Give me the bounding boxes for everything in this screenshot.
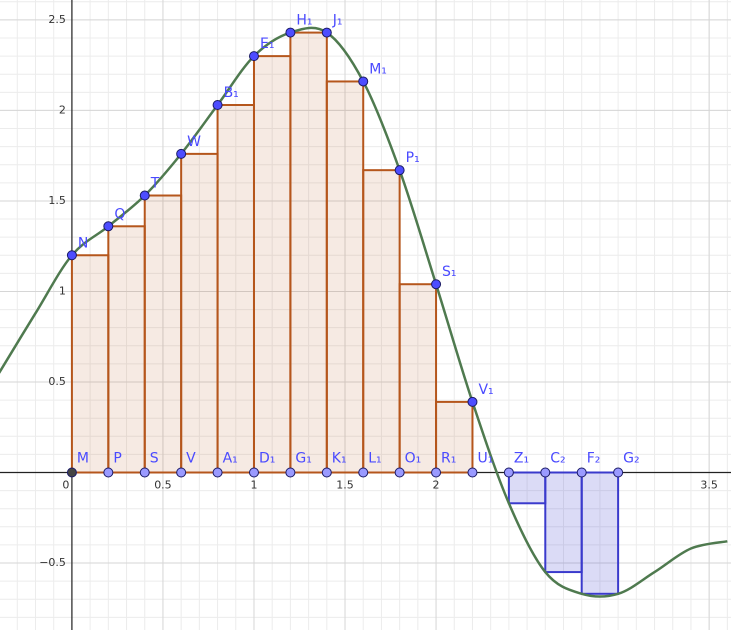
point-label: O₁ — [405, 451, 422, 467]
x-tick-label: 2 — [433, 479, 440, 492]
point-label: A₁ — [223, 451, 238, 467]
axis-point — [176, 467, 187, 478]
point-label: E₁ — [260, 36, 274, 52]
curve-point — [103, 221, 114, 232]
riemann-rect — [362, 169, 401, 474]
point-label: N — [78, 235, 88, 251]
x-tick-label: 0.5 — [154, 479, 172, 492]
curve-point — [358, 76, 369, 87]
point-label: H₁ — [296, 13, 312, 29]
riemann-rect — [252, 55, 292, 474]
riemann-rect — [107, 225, 146, 474]
curve-point — [394, 165, 405, 176]
riemann-rect — [216, 104, 255, 474]
curve-point — [285, 27, 296, 38]
riemann-rect — [544, 471, 583, 574]
x-tick-label: 1.5 — [336, 479, 354, 492]
axis-point — [540, 467, 551, 478]
point-label: V — [186, 451, 196, 467]
point-label: K₁ — [332, 451, 347, 467]
axis-point — [248, 467, 259, 478]
point-label: V₁ — [478, 382, 493, 398]
riemann-rect — [580, 471, 620, 595]
axis-point — [467, 467, 478, 478]
riemann-rect — [435, 400, 474, 474]
axis-point — [212, 467, 223, 478]
point-label: R₁ — [441, 451, 456, 467]
y-tick-label: 1 — [59, 284, 66, 297]
x-tick-label: 0 — [62, 479, 69, 492]
point-label: Q — [114, 206, 125, 222]
point-label: M — [77, 451, 89, 467]
axis-point — [503, 467, 514, 478]
y-tick-label: −0.5 — [39, 556, 66, 569]
axis-point — [394, 467, 405, 478]
x-tick-label: 3.5 — [700, 479, 718, 492]
y-tick-label: 2 — [59, 103, 66, 116]
point-label: P₁ — [406, 150, 420, 166]
y-tick-label: 0.5 — [48, 375, 66, 388]
riemann-rect — [398, 283, 438, 474]
axis-point — [285, 467, 296, 478]
axis-point — [358, 467, 369, 478]
point-label: B₁ — [224, 85, 239, 101]
curve-point — [66, 250, 77, 261]
point-label: S — [150, 451, 159, 467]
point-label: D₁ — [259, 451, 275, 467]
x-tick-label: 1 — [250, 479, 257, 492]
curve-point — [212, 100, 223, 110]
point-label: G₁ — [295, 451, 311, 467]
point-label: T — [150, 176, 160, 192]
point-label: M₁ — [369, 61, 387, 77]
point-label: J₁ — [332, 13, 343, 29]
point-label: F₂ — [587, 451, 601, 467]
point-label: P — [113, 451, 121, 467]
y-tick-label: 1.5 — [48, 194, 66, 207]
curve — [0, 26, 728, 598]
axis-point — [103, 467, 114, 478]
riemann-rect — [143, 194, 183, 474]
y-tick-label: 2.5 — [48, 13, 66, 26]
axis-point — [431, 467, 442, 478]
point-label: W — [187, 134, 201, 150]
curve-point — [139, 190, 150, 201]
point-label: G₂ — [623, 451, 639, 467]
riemann-rect — [180, 152, 219, 474]
axis-point — [321, 467, 332, 478]
axis-point — [139, 467, 150, 478]
riemann-rect — [289, 31, 328, 474]
curve-point — [176, 148, 187, 159]
point-label: Z₁ — [514, 451, 529, 467]
riemann-rect — [70, 254, 110, 474]
riemann-rect — [325, 80, 365, 474]
curve-point — [248, 51, 259, 62]
point-label: S₁ — [442, 264, 457, 280]
point-label: C₂ — [550, 451, 565, 467]
curve-point — [467, 396, 478, 407]
axis-point — [66, 467, 77, 478]
axis-point — [613, 467, 624, 478]
curve-point — [431, 279, 442, 290]
curve-point — [321, 27, 332, 38]
axis-point — [576, 467, 587, 478]
riemann-rect — [507, 471, 547, 505]
point-label: L₁ — [368, 451, 381, 467]
point-label: U₁ — [477, 451, 493, 467]
